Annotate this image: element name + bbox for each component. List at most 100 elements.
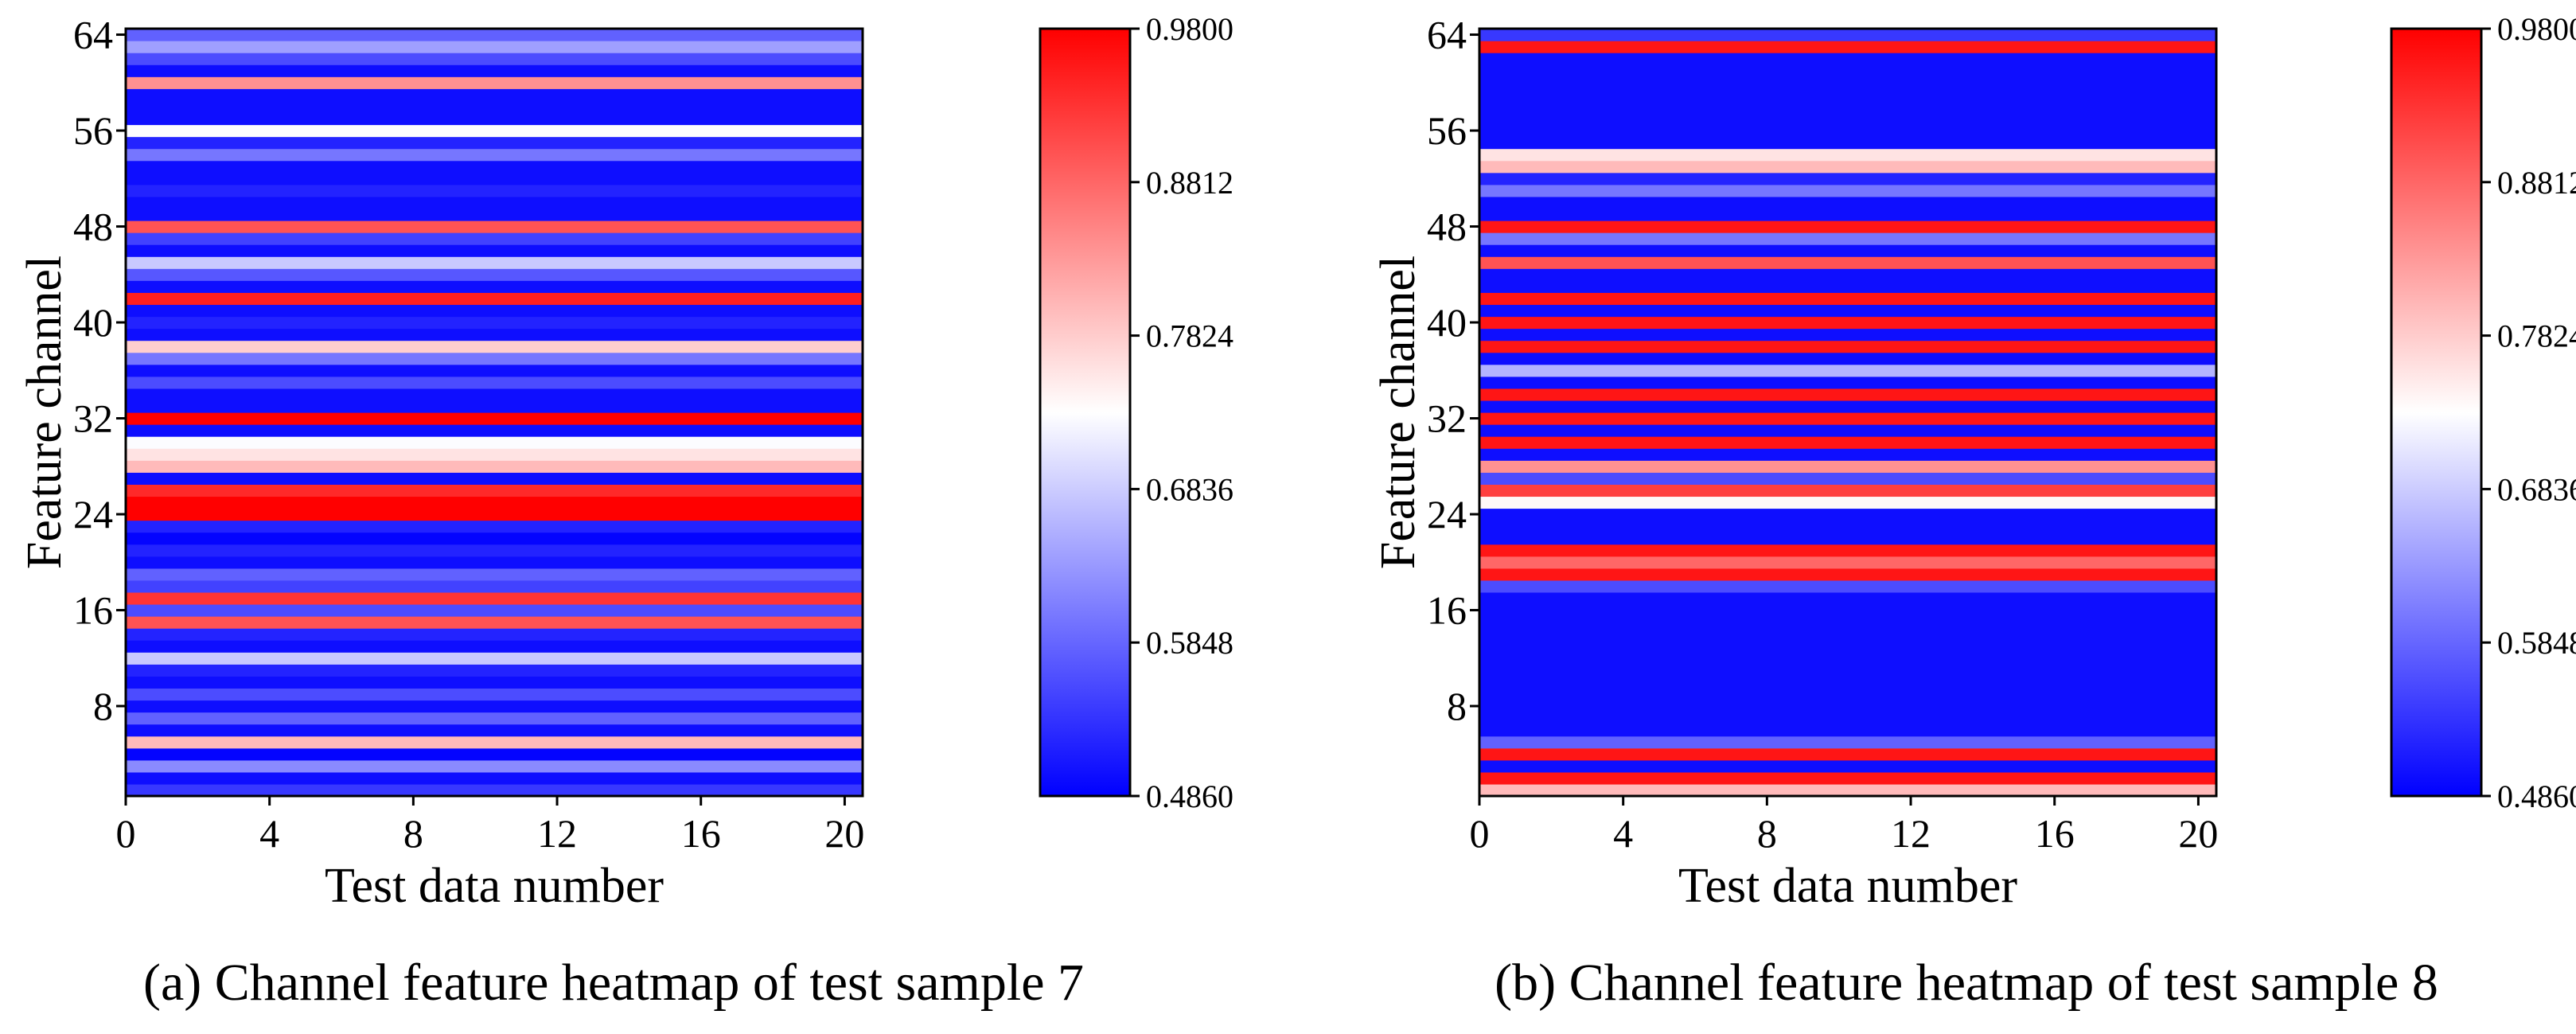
heatmap-row-channel-45 <box>1479 256 2216 269</box>
y-axis-label-b: Feature channel <box>1371 256 1425 569</box>
heatmap-row-channel-10 <box>1479 676 2216 689</box>
heatmap-cells-a <box>126 29 863 797</box>
heatmap-row-channel-45 <box>126 256 863 269</box>
x-tick-label: 20 <box>2178 811 2218 856</box>
heatmap-row-channel-1 <box>1479 783 2216 797</box>
heatmap-row-channel-48 <box>1479 220 2216 233</box>
y-axis-label-a: Feature channel <box>18 256 72 569</box>
x-tick-label: 0 <box>1470 811 1490 856</box>
colorbar-tick-label: 0.8812 <box>1146 165 1233 201</box>
x-tick-label: 16 <box>2035 811 2075 856</box>
heatmap-row-channel-64 <box>126 29 863 41</box>
heatmap-row-channel-22 <box>1479 532 2216 545</box>
heatmap-row-channel-41 <box>1479 304 2216 318</box>
heatmap-row-channel-20 <box>1479 556 2216 569</box>
heatmap-row-channel-5 <box>126 736 863 749</box>
y-tick-label: 16 <box>1427 588 1467 633</box>
heatmap-row-channel-21 <box>1479 544 2216 557</box>
x-tick-label: 0 <box>116 811 136 856</box>
y-tick-label: 48 <box>1427 205 1467 249</box>
heatmap-row-channel-36 <box>1479 364 2216 377</box>
y-tick-label: 64 <box>73 13 113 57</box>
y-tick-label: 24 <box>1427 492 1467 537</box>
heatmap-row-channel-42 <box>1479 292 2216 306</box>
x-ticks-a: 0 4 8 12 16 20 <box>116 796 864 856</box>
heatmap-row-channel-11 <box>1479 664 2216 677</box>
heatmap-row-channel-56 <box>1479 124 2216 138</box>
heatmap-row-channel-28 <box>126 460 863 473</box>
x-tick-label: 12 <box>537 811 577 856</box>
y-tick-label: 40 <box>73 300 113 345</box>
heatmap-row-channel-50 <box>126 196 863 209</box>
heatmap-row-channel-4 <box>1479 747 2216 761</box>
heatmap-row-channel-30 <box>1479 436 2216 449</box>
heatmap-row-channel-8 <box>126 700 863 713</box>
heatmap-row-channel-48 <box>126 220 863 233</box>
heatmap-row-channel-51 <box>1479 184 2216 197</box>
heatmap-row-channel-63 <box>126 41 863 53</box>
colorbar-ticks-b: 0.4860 0.5848 0.6836 0.7824 0.8812 0.9800 <box>2481 11 2576 814</box>
heatmap-row-channel-36 <box>126 364 863 377</box>
heatmap-row-channel-19 <box>126 568 863 581</box>
heatmap-row-channel-32 <box>126 412 863 425</box>
y-tick-label: 16 <box>73 588 113 633</box>
heatmap-row-channel-49 <box>126 208 863 221</box>
heatmap-row-channel-53 <box>126 160 863 174</box>
x-tick-label: 8 <box>403 811 423 856</box>
y-tick-label: 64 <box>1427 13 1467 57</box>
heatmap-row-channel-16 <box>126 604 863 617</box>
heatmap-row-channel-59 <box>1479 88 2216 101</box>
heatmap-row-channel-21 <box>126 544 863 557</box>
heatmap-row-channel-8 <box>1479 700 2216 713</box>
heatmap-row-channel-2 <box>1479 771 2216 785</box>
heatmap-row-channel-57 <box>126 112 863 126</box>
heatmap-row-channel-38 <box>1479 340 2216 353</box>
heatmap-row-channel-39 <box>126 328 863 341</box>
heatmap-row-channel-39 <box>1479 328 2216 341</box>
colorbar-tick-label: 0.9800 <box>1146 11 1233 47</box>
heatmap-row-channel-43 <box>126 280 863 293</box>
heatmap-row-channel-35 <box>1479 376 2216 389</box>
heatmap-row-channel-35 <box>126 376 863 389</box>
y-tick-label: 56 <box>1427 108 1467 153</box>
heatmap-row-channel-29 <box>1479 448 2216 461</box>
heatmap-row-channel-50 <box>1479 196 2216 209</box>
heatmap-row-channel-22 <box>126 532 863 545</box>
heatmap-row-channel-30 <box>126 436 863 449</box>
colorbar-ticks-a: 0.4860 0.5848 0.6836 0.7824 0.8812 0.9800 <box>1130 11 1233 814</box>
plot-frame-b <box>1478 27 2218 798</box>
heatmap-row-channel-52 <box>1479 172 2216 185</box>
colorbar-tick-label: 0.7824 <box>2497 318 2576 354</box>
caption-b: (b) Channel feature heatmap of test samp… <box>1495 954 2438 1012</box>
colorbar-tick-label: 0.6836 <box>2497 471 2576 507</box>
colorbar-tick-label: 0.4860 <box>2497 778 2576 814</box>
heatmap-row-channel-29 <box>126 448 863 461</box>
heatmap-row-channel-46 <box>1479 244 2216 257</box>
heatmap-row-channel-31 <box>1479 424 2216 437</box>
y-tick-label: 32 <box>1427 396 1467 441</box>
heatmap-row-channel-54 <box>1479 148 2216 162</box>
heatmap-row-channel-58 <box>1479 100 2216 114</box>
heatmap-row-channel-13 <box>126 640 863 653</box>
heatmap-row-channel-5 <box>1479 736 2216 749</box>
heatmap-row-channel-56 <box>126 124 863 138</box>
heatmap-row-channel-16 <box>1479 604 2216 617</box>
x-axis-label-a: Test data number <box>325 859 664 913</box>
heatmap-row-channel-38 <box>126 340 863 353</box>
y-ticks-b: 8 16 24 32 40 48 56 64 <box>1427 13 1479 728</box>
colorbar-tick-label: 0.4860 <box>1146 778 1233 814</box>
heatmap-row-channel-24 <box>126 508 863 521</box>
heatmap-row-channel-24 <box>1479 508 2216 521</box>
heatmap-row-channel-47 <box>126 232 863 245</box>
heatmap-row-channel-7 <box>1479 712 2216 725</box>
heatmap-row-channel-61 <box>1479 64 2216 77</box>
heatmap-row-channel-18 <box>1479 579 2216 593</box>
y-tick-label: 32 <box>73 396 113 441</box>
heatmap-row-channel-40 <box>1479 316 2216 330</box>
heatmap-row-channel-13 <box>1479 640 2216 653</box>
heatmap-row-channel-33 <box>126 400 863 413</box>
heatmap-row-channel-7 <box>126 712 863 725</box>
